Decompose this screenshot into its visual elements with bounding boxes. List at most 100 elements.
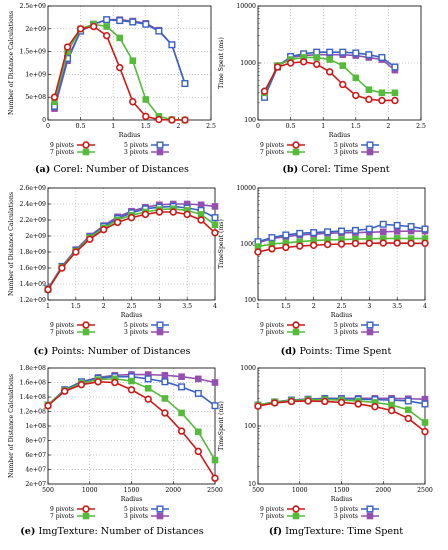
panel-d-point-9-pivots — [268, 245, 276, 253]
panel-a-legend-label-9-pivots: 9 pivots — [50, 142, 74, 149]
panel-a-series-5-pivots — [51, 16, 189, 110]
panel-f-legend-marker-5-pivots — [366, 505, 374, 513]
panel-b-x-tick-label: 2.5 — [416, 123, 426, 130]
chart-panel-b: 0 0.5 1 1.5 2 2.5 100 1000 10000 Radius Time Spent… — [218, 3, 426, 175]
panel-e-y-tick-label: 2e+07 — [25, 481, 46, 488]
panel-d-point-5-pivots — [407, 223, 415, 231]
panel-c-legend-label-3-pivots: 3 pivots — [124, 329, 148, 336]
panel-f-y-tick-label: 10 — [248, 481, 256, 488]
panel-b-x-tick-label: 0.5 — [286, 123, 296, 130]
panel-a-point-9-pivots — [181, 116, 189, 124]
panel-a-legend-marker-7-pivots — [82, 148, 90, 156]
panel-d-caption-text: Points: Time Spent — [299, 346, 391, 357]
panel-b-point-5-pivots — [326, 48, 334, 56]
panel-a-x-tick-label: 1.5 — [141, 123, 151, 130]
panel-f-point-5-pivots — [421, 400, 429, 408]
panel-d-point-3-pivots — [379, 228, 387, 236]
panel-c-y-tick-label: 2.2e+09 — [19, 217, 46, 224]
panel-c-caption-label: (c) — [34, 346, 49, 357]
panel-e-point-5-pivots — [194, 389, 202, 397]
panel-d-legend-marker-3-pivots — [366, 328, 374, 336]
panel-a-point-7-pivots — [129, 57, 137, 65]
panel-e-point-3-pivots — [211, 379, 219, 386]
panel-b-legend-marker-7-pivots — [292, 148, 300, 156]
panel-e-point-9-pivots — [60, 387, 69, 395]
panel-e-legend-marker-7-pivots — [82, 512, 90, 520]
panel-a-legend-label-3-pivots: 3 pivots — [124, 149, 148, 156]
panel-a-series-line-5-pivots — [53, 18, 186, 107]
panel-e-legend-label-9-pivots: 9 pivots — [50, 506, 74, 513]
panel-e-point-7-pivots — [161, 395, 169, 402]
panel-b-x-tick-label: 1 — [321, 123, 325, 130]
panel-d-caption: (d) Points: Time Spent — [281, 346, 392, 357]
panel-c-legend-label-9-pivots: 9 pivots — [50, 322, 74, 329]
chart-panel-d: 1 1.5 2 2.5 3 3.5 4 100 1000 10000 Radius TimeSpent… — [218, 185, 429, 357]
panel-a-point-5-pivots — [103, 16, 111, 24]
panel-b-legend-label-5-pivots: 5 pivots — [334, 142, 358, 149]
panel-d-legend-label-3-pivots: 3 pivots — [334, 329, 358, 336]
panel-b-series-5-pivots — [261, 48, 399, 101]
panel-c-point-5-pivots — [211, 214, 219, 222]
panel-c-point-9-pivots — [113, 218, 122, 227]
panel-e-point-5-pivots — [144, 375, 152, 383]
panel-f-y-tick-label: 100 — [244, 423, 256, 430]
panel-d-point-9-pivots — [421, 239, 429, 247]
panel-e-point-9-pivots — [94, 378, 102, 386]
panel-d-point-5-pivots — [393, 221, 401, 229]
panel-d-point-9-pivots — [296, 242, 304, 250]
panel-a-legend-label-5-pivots: 5 pivots — [124, 142, 148, 149]
panel-e-y-tick-label: 8e+07 — [25, 438, 46, 445]
panel-c-caption: (c) Points: Number of Distances — [34, 346, 191, 357]
panel-c-y-tick-label: 1.6e+09 — [19, 265, 46, 272]
chart-panel-c: 1 1.5 2 2.5 3 3.5 4 1.2e+09 1.4e+09 1.6e+09 1.8e+0… — [8, 185, 219, 357]
panel-a-caption-label: (a) — [35, 164, 50, 175]
panel-a-y-tick-label: 2.5e+09 — [19, 3, 46, 10]
panel-f-x-axis-label: Radius — [331, 496, 353, 503]
panel-e-caption-text: ImgTexture: Number of Distances — [38, 526, 203, 537]
panel-e-point-5-pivots — [161, 378, 169, 386]
panel-f-point-9-pivots — [354, 400, 362, 408]
panel-d-point-9-pivots — [393, 239, 401, 247]
panel-e-x-tick-label: 1500 — [124, 487, 140, 494]
panel-a-legend-label-7-pivots: 7 pivots — [50, 149, 74, 156]
panel-d-point-5-pivots — [351, 226, 359, 234]
panel-c-legend-marker-7-pivots — [82, 328, 90, 336]
panel-a-legend-marker-5-pivots — [156, 141, 164, 149]
panel-d-x-tick-label: 3 — [367, 303, 371, 310]
panel-a-y-tick-label: 0 — [42, 117, 46, 124]
panel-c-y-tick-label: 1.2e+09 — [19, 297, 46, 304]
panel-f-point-9-pivots — [371, 403, 379, 411]
panel-c-point-9-pivots — [72, 248, 80, 256]
panel-e-legend-marker-5-pivots — [156, 505, 164, 513]
chart-panel-f: 500 1000 1500 2000 2500 10 100 1000 Radius TimeSp… — [218, 365, 433, 537]
chart-panel-a: 0 0.5 1 1.5 2 2.5 0 5e+08 1e+09 1.5e+09 2e+09 2.5e+… — [8, 3, 216, 175]
panel-c-point-9-pivots — [44, 285, 52, 294]
panel-f-caption: (f) ImgTexture: Time Spent — [269, 526, 403, 537]
panel-a-y-axis-label: Number of Distance Calculations — [8, 11, 15, 115]
panel-d-point-9-pivots — [254, 248, 262, 256]
panel-e-point-7-pivots — [144, 385, 152, 392]
panel-c-x-tick-label: 1.5 — [71, 303, 81, 310]
panel-e-point-9-pivots — [194, 447, 203, 456]
panel-d-point-5-pivots — [268, 234, 276, 242]
panel-d-x-tick-label: 2 — [312, 303, 316, 310]
panel-d-point-9-pivots — [407, 239, 415, 247]
panel-b-x-tick-label: 0 — [256, 123, 260, 130]
panel-a-point-7-pivots — [103, 23, 110, 30]
panel-e-series-9-pivots — [44, 378, 219, 482]
panel-a-y-tick-label: 5e+08 — [25, 94, 46, 101]
panel-c-point-9-pivots — [58, 264, 66, 272]
panel-e-y-tick-label: 1.6e+08 — [19, 380, 46, 387]
panel-d-x-tick-label: 1.5 — [281, 303, 291, 310]
panel-b-series-line-9-pivots — [263, 60, 395, 102]
panel-c-y-tick-label: 2.6e+09 — [19, 185, 46, 192]
panel-d-legend-label-9-pivots: 9 pivots — [260, 322, 284, 329]
panel-b-point-9-pivots — [299, 58, 308, 66]
panel-f-legend-label-5-pivots: 5 pivots — [334, 506, 358, 513]
panel-b-point-9-pivots — [352, 91, 360, 100]
panel-b-point-9-pivots — [260, 87, 269, 95]
panel-c-x-tick-label: 4 — [213, 303, 217, 310]
panel-e-series-line-9-pivots — [47, 380, 216, 479]
